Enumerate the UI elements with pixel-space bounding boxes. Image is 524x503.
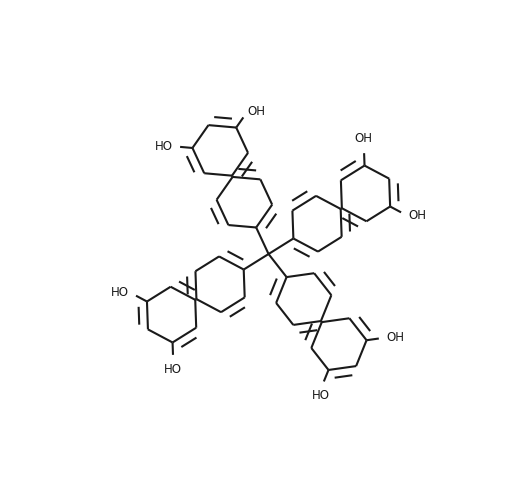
Text: HO: HO xyxy=(312,389,330,401)
Text: OH: OH xyxy=(408,209,426,222)
Text: HO: HO xyxy=(111,286,129,299)
Text: OH: OH xyxy=(355,132,373,145)
Text: HO: HO xyxy=(155,140,172,153)
Text: HO: HO xyxy=(164,363,182,376)
Text: OH: OH xyxy=(387,331,405,344)
Text: OH: OH xyxy=(248,105,266,118)
